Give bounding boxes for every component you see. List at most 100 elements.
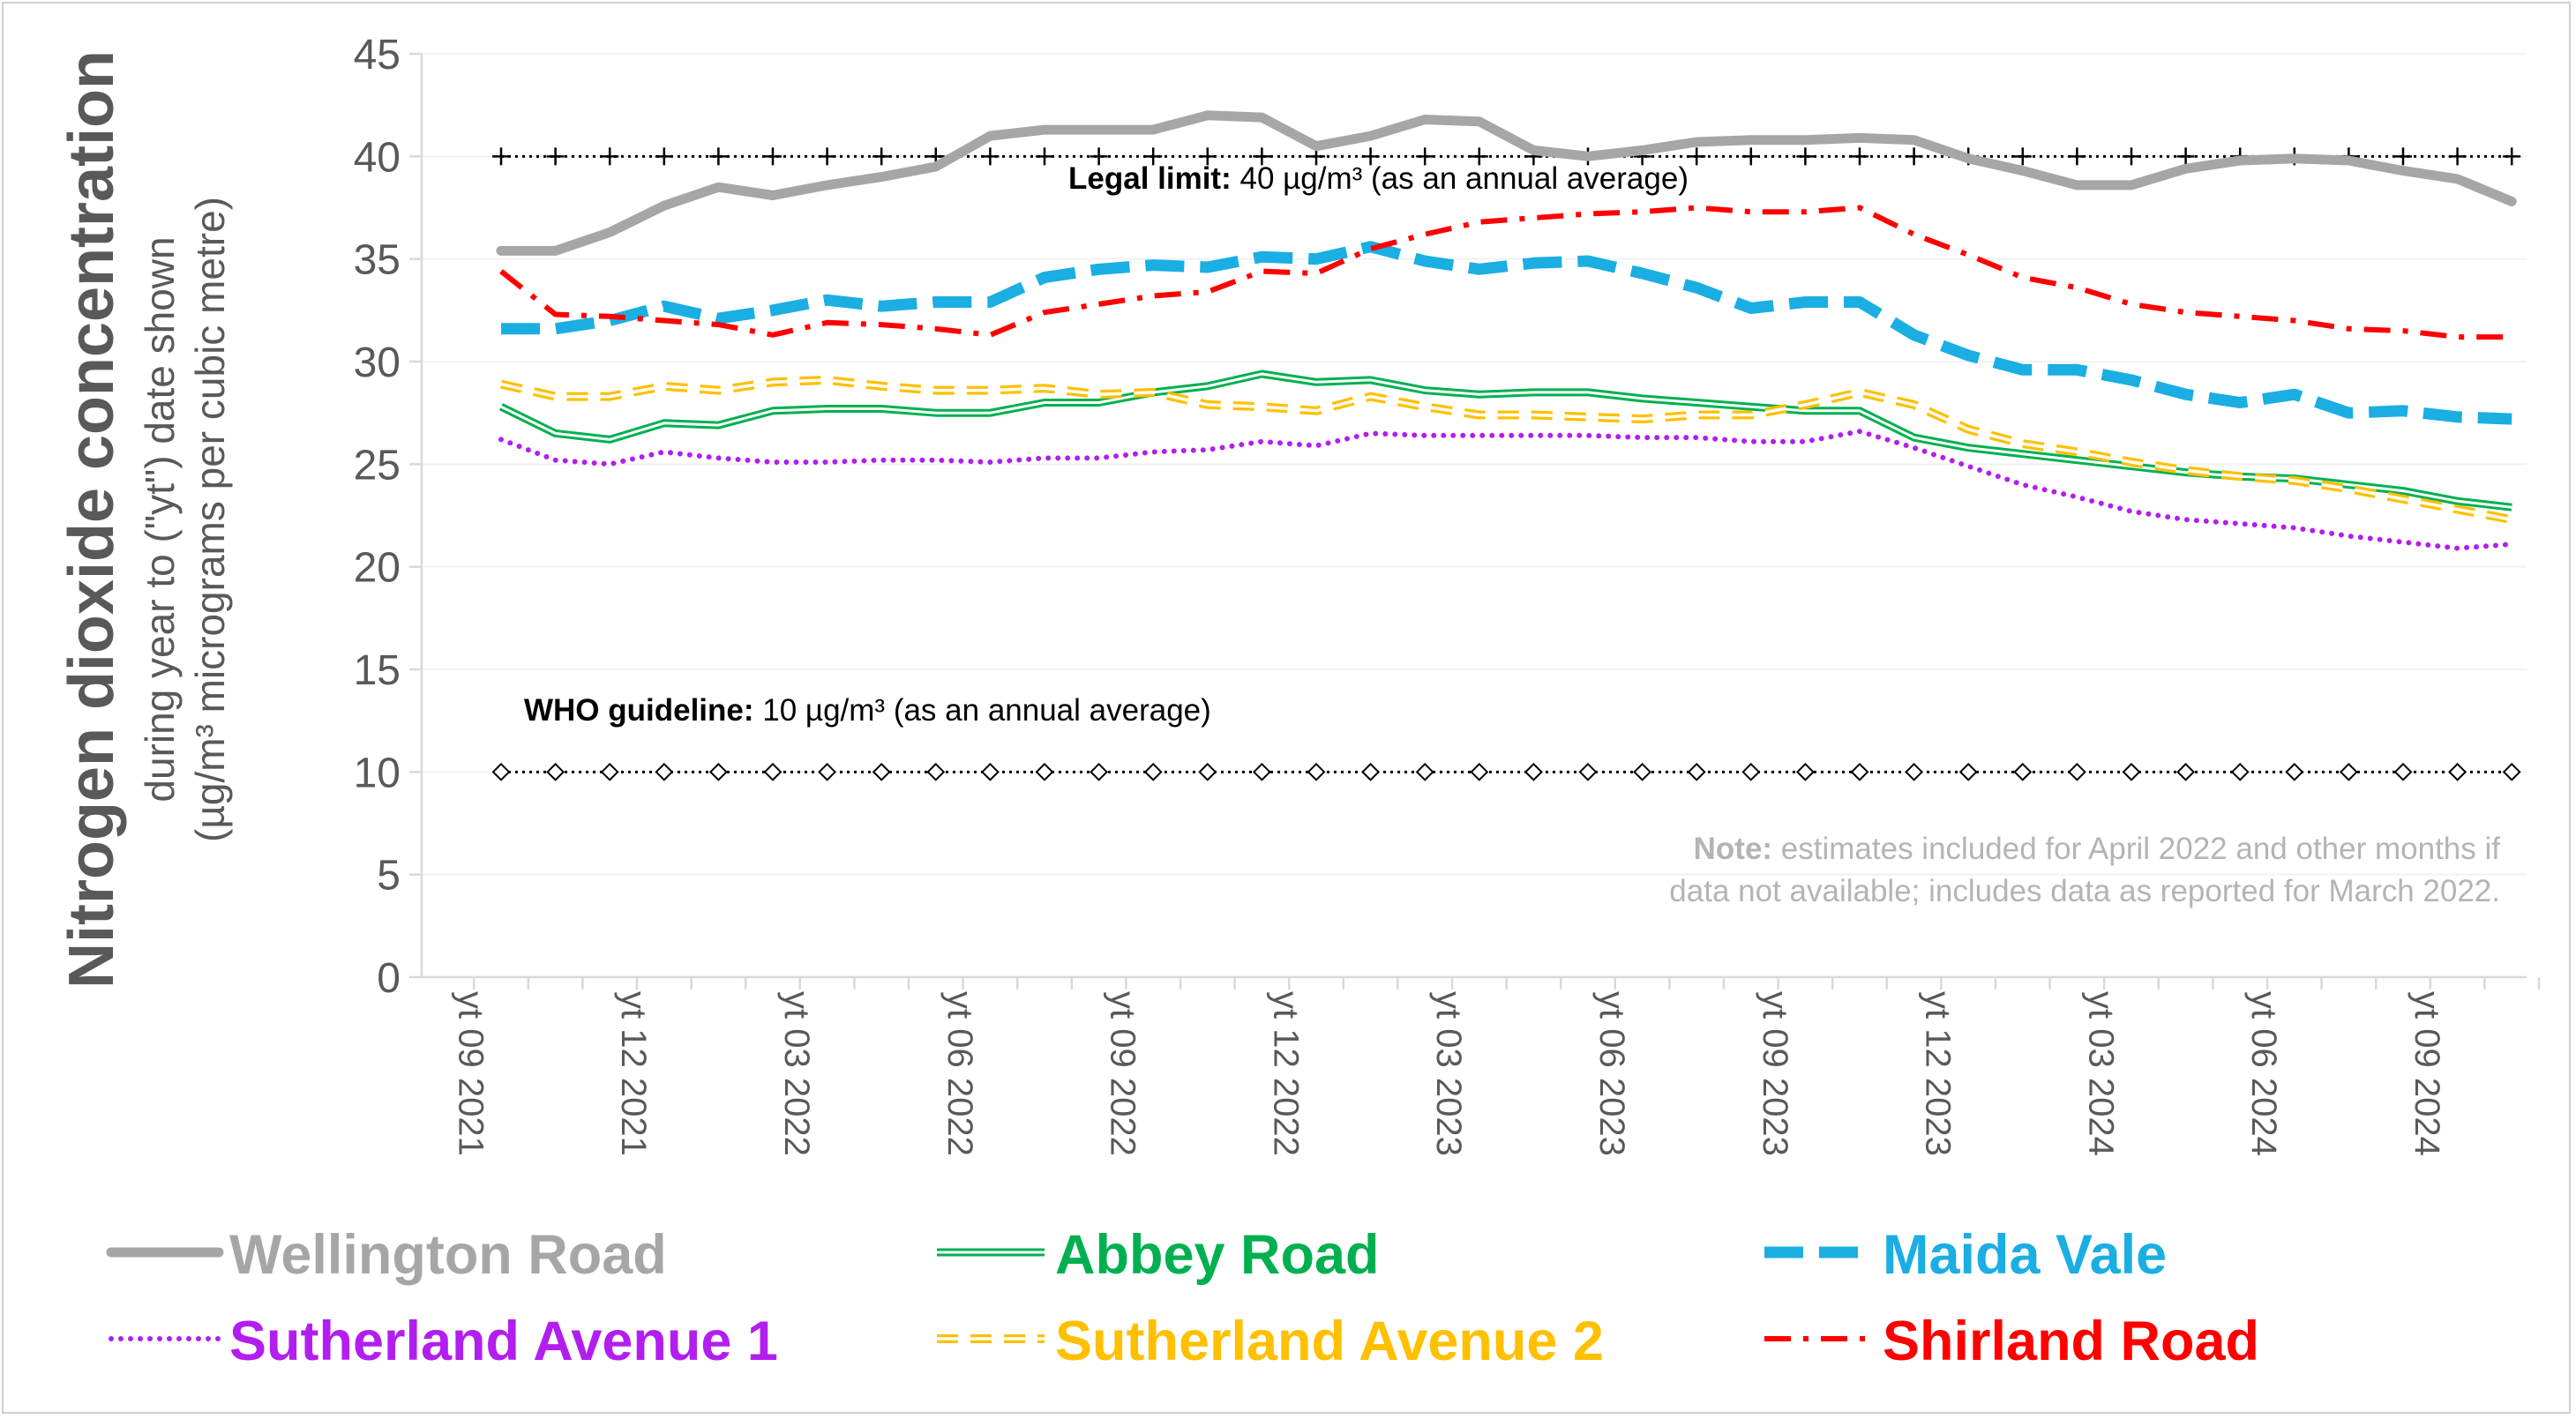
y-axis-title-main: Nitrogen dioxide concentration xyxy=(56,50,127,989)
diamond-marker xyxy=(980,762,1000,781)
plus-marker xyxy=(1470,147,1488,166)
diamond-marker xyxy=(1905,762,1924,781)
plus-marker xyxy=(1741,147,1760,166)
diamond-marker xyxy=(655,762,674,781)
x-tick-label: yt 12 2021 xyxy=(614,991,653,1156)
diamond-marker xyxy=(491,762,511,781)
x-tick-label: yt 09 2021 xyxy=(451,991,490,1156)
data-series xyxy=(496,110,2517,551)
x-tick-label: yt 06 2024 xyxy=(2244,991,2283,1156)
legend-item-sutherland-avenue-1: Sutherland Avenue 1 xyxy=(109,1311,778,1372)
plus-marker xyxy=(1851,147,1868,166)
diamond-marker xyxy=(1687,762,1706,781)
series-line-shirland-road xyxy=(499,205,2512,340)
diamond-marker xyxy=(872,762,891,781)
legend-label-sutherland-avenue-2: Sutherland Avenue 2 xyxy=(1055,1311,1604,1372)
plus-marker xyxy=(872,147,891,166)
plus-marker xyxy=(1144,147,1163,166)
note-line-1: Note: estimates included for April 2022 … xyxy=(1694,832,2501,866)
x-tick-label: yt 12 2023 xyxy=(1919,991,1958,1156)
diamond-marker xyxy=(2067,762,2086,781)
diamond-marker xyxy=(1090,762,1109,781)
y-tick-label-45: 45 xyxy=(354,32,401,78)
y-tick-label-15: 15 xyxy=(354,647,401,694)
x-tick-label: yt 03 2023 xyxy=(1429,991,1468,1156)
x-tick-label: yt 09 2023 xyxy=(1756,991,1794,1156)
x-tick-label: yt 06 2023 xyxy=(1592,991,1631,1156)
diamond-marker xyxy=(1307,762,1326,781)
plus-marker xyxy=(1905,147,1923,166)
legend-item-maida-vale: Maida Vale xyxy=(1764,1224,2167,1286)
legend: Wellington Road Abbey Road Maida Vale Suthe… xyxy=(106,1224,2259,1372)
x-tick-label: yt 09 2022 xyxy=(1104,991,1142,1156)
x-tick-label: yt 09 2024 xyxy=(2408,991,2446,1156)
legend-label-sutherland-avenue-1: Sutherland Avenue 1 xyxy=(229,1311,778,1372)
x-tick-label: yt 03 2022 xyxy=(777,991,816,1156)
plus-marker xyxy=(2123,147,2140,166)
legal-limit-label: Legal limit: 40 µg/m³ (as an annual aver… xyxy=(1068,161,1689,196)
legal-limit-label-text: 40 µg/m³ (as an annual average) xyxy=(1232,161,1689,196)
x-tick-label: yt 03 2024 xyxy=(2081,991,2120,1156)
diamond-marker xyxy=(2230,762,2250,781)
y-tick-label-30: 30 xyxy=(354,340,401,386)
y-tick-label-40: 40 xyxy=(354,134,401,181)
plus-marker xyxy=(1090,147,1108,166)
plus-marker xyxy=(818,147,836,166)
note-text-1: estimates included for April 2022 and ot… xyxy=(1772,832,2500,866)
legend-item-shirland-road: Shirland Road xyxy=(1764,1311,2259,1372)
y-tick-label-20: 20 xyxy=(354,545,401,592)
diamond-marker xyxy=(1198,762,1217,781)
series-line-sutherland-avenue-1 xyxy=(498,429,2515,551)
legend-label-wellington-road: Wellington Road xyxy=(229,1224,667,1286)
x-tick-label: yt 06 2022 xyxy=(940,991,979,1156)
legend-label-maida-vale: Maida Vale xyxy=(1883,1224,2167,1286)
diamond-marker xyxy=(2122,762,2141,781)
y-tick-label-5: 5 xyxy=(377,853,401,900)
legend-label-shirland-road: Shirland Road xyxy=(1883,1311,2259,1372)
diamond-marker xyxy=(1524,762,1543,781)
diamond-marker xyxy=(1578,762,1598,781)
diamond-marker xyxy=(1741,762,1761,781)
diamond-marker xyxy=(2502,762,2521,781)
reference-lines xyxy=(491,147,2521,781)
series-line-sutherland-avenue-2-inner xyxy=(500,378,2512,521)
y-tick-label-0: 0 xyxy=(377,955,401,1002)
diamond-marker xyxy=(546,762,565,781)
diamond-marker xyxy=(1470,762,1489,781)
plus-marker xyxy=(1416,147,1434,166)
diamond-marker xyxy=(1143,762,1163,781)
plus-marker xyxy=(546,147,565,166)
series-line-maida-vale xyxy=(501,241,2512,425)
plus-marker xyxy=(1688,147,1706,166)
diamond-marker xyxy=(2339,762,2358,781)
plus-marker xyxy=(601,147,619,166)
diamond-marker xyxy=(2448,762,2467,781)
diamond-marker xyxy=(1958,762,1978,781)
y-axis-ticks: 0 5 10 15 20 25 30 35 40 45 xyxy=(354,32,422,1002)
who-guideline-label-bold: WHO guideline: xyxy=(524,693,754,728)
series-line-abbey-road-inner xyxy=(500,372,2512,509)
diamond-marker xyxy=(708,762,728,781)
diamond-marker xyxy=(1795,762,1815,781)
diamond-marker xyxy=(1035,762,1054,781)
x-tick-label: yt 12 2022 xyxy=(1266,991,1305,1156)
plus-marker xyxy=(1036,147,1053,166)
y-tick-label-35: 35 xyxy=(354,237,401,284)
diamond-marker xyxy=(1361,762,1381,781)
plus-marker xyxy=(1796,147,1815,166)
legend-item-sutherland-avenue-2: Sutherland Avenue 2 xyxy=(937,1311,1604,1372)
plus-marker xyxy=(1361,147,1380,166)
legal-limit-label-bold: Legal limit: xyxy=(1068,161,1232,196)
legend-item-wellington-road: Wellington Road xyxy=(106,1224,667,1286)
diamond-marker xyxy=(926,762,946,781)
who-guideline-label-text: 10 µg/m³ (as an annual average) xyxy=(754,693,1211,728)
y-axis-title-line-2: (µg/m³ micrograms per cubic metre) xyxy=(187,197,233,842)
plus-marker xyxy=(492,147,510,166)
series-line-wellington-road xyxy=(496,110,2517,256)
diamond-marker xyxy=(1252,762,1271,781)
plus-marker xyxy=(2068,147,2086,166)
plus-marker xyxy=(709,147,728,166)
plus-marker xyxy=(2448,147,2467,166)
